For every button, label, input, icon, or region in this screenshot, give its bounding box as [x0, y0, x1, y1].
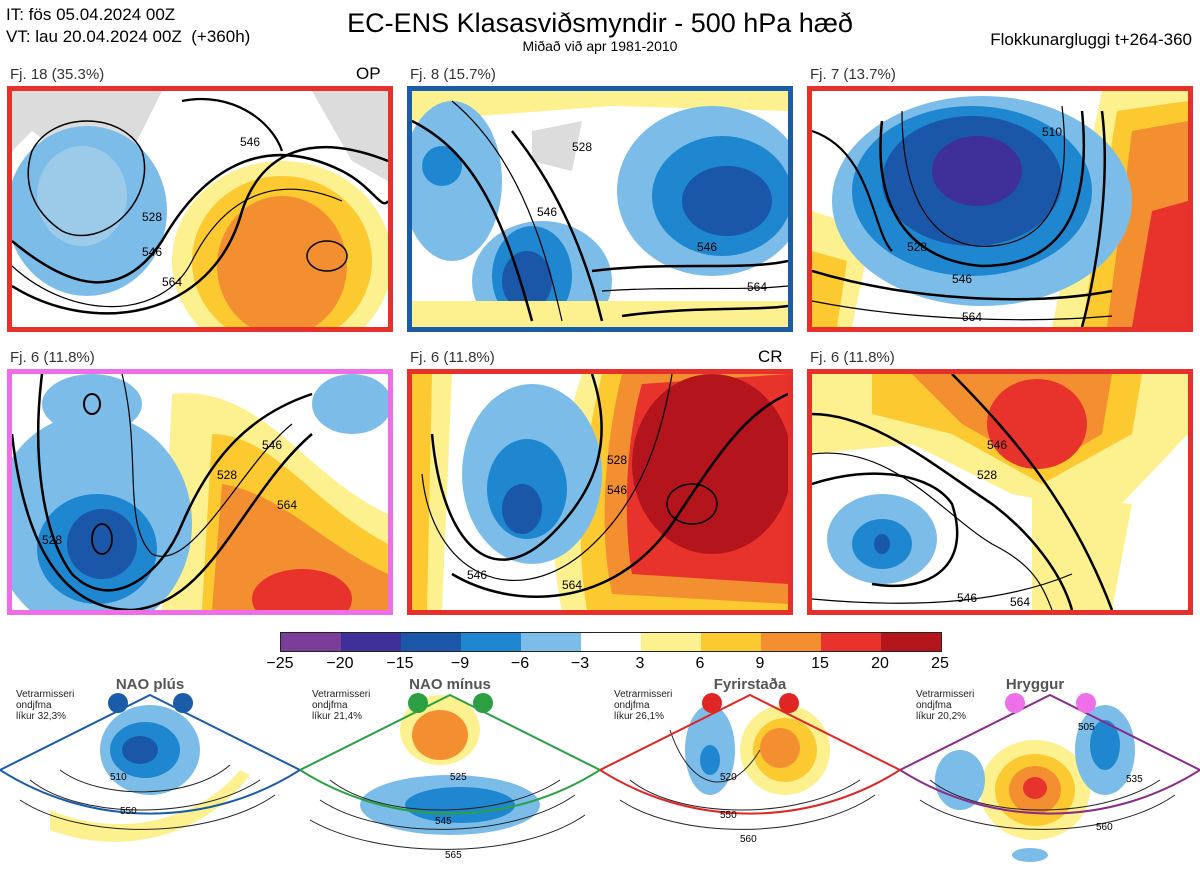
- cluster-map-3: 528 546 564 510: [807, 86, 1193, 332]
- colorbar-bin: [401, 633, 461, 651]
- panel-6-contour-546b: 546: [987, 438, 1007, 452]
- regime-1-map: 510 550: [0, 693, 300, 842]
- panel-6-contour-528: 528: [977, 468, 997, 482]
- panel-5-label: Fj. 6 (11.8%): [410, 349, 495, 366]
- colorbar-bin: [701, 633, 761, 651]
- regime-3-contour-560: 560: [740, 834, 757, 845]
- regime-2-contour-545: 545: [435, 816, 452, 827]
- regime-1-contour-550: 550: [120, 806, 137, 817]
- colorbar-tick: −25: [266, 655, 294, 672]
- panel-1-contour-546b: 546: [240, 135, 260, 149]
- regime-4-text: Vetrarmisseri ondjfma líkur 20,2%: [916, 689, 975, 722]
- regime-2-map: 525 545 565: [300, 693, 600, 861]
- colorbar-bin: [281, 633, 341, 651]
- panel-2-contour-528: 528: [572, 140, 592, 154]
- colorbar-bin: [761, 633, 821, 651]
- panel-1-contour-528: 528: [142, 210, 162, 224]
- colorbar-tick: −20: [326, 655, 354, 672]
- panel-6-contour-564: 564: [1010, 595, 1030, 609]
- colorbar-tick: 6: [695, 655, 705, 672]
- colorbar: [280, 632, 942, 652]
- regime-4-contour-505: 505: [1078, 722, 1095, 733]
- regime-1-contour-510: 510: [110, 772, 127, 783]
- cluster-map-4-svg: 528 546 564 528: [12, 374, 388, 610]
- colorbar-tick: 20: [871, 655, 889, 672]
- panel-2-contour-546b: 546: [697, 240, 717, 254]
- panel-1-contour-546: 546: [142, 245, 162, 259]
- colorbar-tick: −6: [510, 655, 530, 672]
- panel-4-contour-564: 564: [277, 498, 297, 512]
- panel-6-label: Fj. 6 (11.8%): [810, 349, 895, 366]
- panel-5-contour-564: 564: [562, 578, 582, 592]
- regime-4-contour-560: 560: [1096, 822, 1113, 833]
- colorbar-tick: −15: [386, 655, 414, 672]
- panel-5-contour-546b: 546: [467, 568, 487, 582]
- panel-4-contour-528b: 528: [42, 533, 62, 547]
- colorbar-bin: [521, 633, 581, 651]
- cluster-map-6-svg: 528 546 564 546: [812, 374, 1188, 610]
- vt-line: VT: lau 20.04.2024 00Z (+360h): [6, 27, 251, 46]
- panel-3-contour-564: 564: [962, 310, 982, 324]
- panel-1-contour-564: 564: [162, 275, 182, 289]
- panel-3-contour-546: 546: [952, 272, 972, 286]
- page-subtitle: Miðað við apr 1981-2010: [522, 38, 678, 54]
- panel-3-label: Fj. 7 (13.7%): [810, 66, 896, 83]
- panel-1-tag: OP: [356, 64, 381, 83]
- panel-2-contour-546: 546: [537, 205, 557, 219]
- cluster-map-6: 528 546 564 546: [807, 369, 1193, 615]
- regime-1-text: Vetrarmisseri ondjfma líkur 32,3%: [16, 689, 75, 722]
- window-label: Flokkunargluggi t+264-360: [990, 30, 1192, 49]
- panel-2-contour-564: 564: [747, 280, 767, 294]
- regime-2-title: NAO mínus: [409, 676, 491, 693]
- cluster-map-3-svg: 528 546 564 510: [812, 91, 1188, 327]
- panel-4-label: Fj. 6 (11.8%): [10, 349, 95, 366]
- panel-4-contour-546: 546: [262, 438, 282, 452]
- cluster-map-2: 528 546 564 546: [407, 86, 793, 332]
- colorbar-bin: [461, 633, 521, 651]
- regime-3-text: Vetrarmisseri ondjfma líkur 26,1%: [614, 689, 673, 722]
- panel-4-contour-528: 528: [217, 468, 237, 482]
- regime-4-title: Hryggur: [1005, 676, 1065, 693]
- colorbar-tick: 9: [755, 655, 765, 672]
- regime-2-contour-525: 525: [450, 772, 467, 783]
- cluster-map-1: 528 546 564 546: [7, 86, 393, 332]
- panel-5-tag: CR: [758, 347, 783, 366]
- colorbar-bin: [581, 633, 641, 651]
- page-title: EC-ENS Klasasviðsmyndir - 500 hPa hæð: [347, 8, 853, 38]
- panel-6-contour-546: 546: [957, 591, 977, 605]
- cluster-map-2-svg: 528 546 564 546: [412, 91, 788, 327]
- cluster-map-1-svg: 528 546 564 546: [12, 91, 388, 327]
- header-info: IT: fös 05.04.2024 00Z VT: lau 20.04.202…: [6, 4, 250, 48]
- colorbar-tick: −3: [570, 655, 590, 672]
- panel-1-label: Fj. 18 (35.3%): [10, 66, 105, 83]
- cluster-map-4: 528 546 564 528: [7, 369, 393, 615]
- cluster-map-5-svg: 528 546 564 546: [412, 374, 788, 610]
- panel-3-contour-528: 528: [907, 240, 927, 254]
- colorbar-tick: −9: [450, 655, 470, 672]
- regime-2-contour-565: 565: [445, 850, 462, 861]
- colorbar-tick: 15: [811, 655, 829, 672]
- colorbar-tick: 25: [931, 655, 949, 672]
- regime-3-contour-550: 550: [720, 810, 737, 821]
- panel-5-contour-546: 546: [607, 483, 627, 497]
- panel-5-contour-528: 528: [607, 453, 627, 467]
- regime-3-contour-520: 520: [720, 772, 737, 783]
- it-line: IT: fös 05.04.2024 00Z: [6, 5, 176, 24]
- regime-3-map: 520 550 560: [600, 693, 900, 845]
- colorbar-bin: [881, 633, 941, 651]
- regime-1-title: NAO plús: [115, 676, 185, 693]
- regime-4-map: 505 535 560: [900, 693, 1200, 862]
- colorbar-bin: [341, 633, 401, 651]
- cluster-map-5: 528 546 564 546: [407, 369, 793, 615]
- regime-4-contour-535: 535: [1126, 774, 1143, 785]
- colorbar-bin: [821, 633, 881, 651]
- panel-3-contour-510: 510: [1042, 125, 1062, 139]
- colorbar-tick: 3: [635, 655, 645, 672]
- regime-3-title: Fyrirstaða: [713, 676, 787, 693]
- panel-2-label: Fj. 8 (15.7%): [410, 66, 496, 83]
- regime-2-text: Vetrarmisseri ondjfma líkur 21,4%: [312, 689, 371, 722]
- colorbar-bin: [641, 633, 701, 651]
